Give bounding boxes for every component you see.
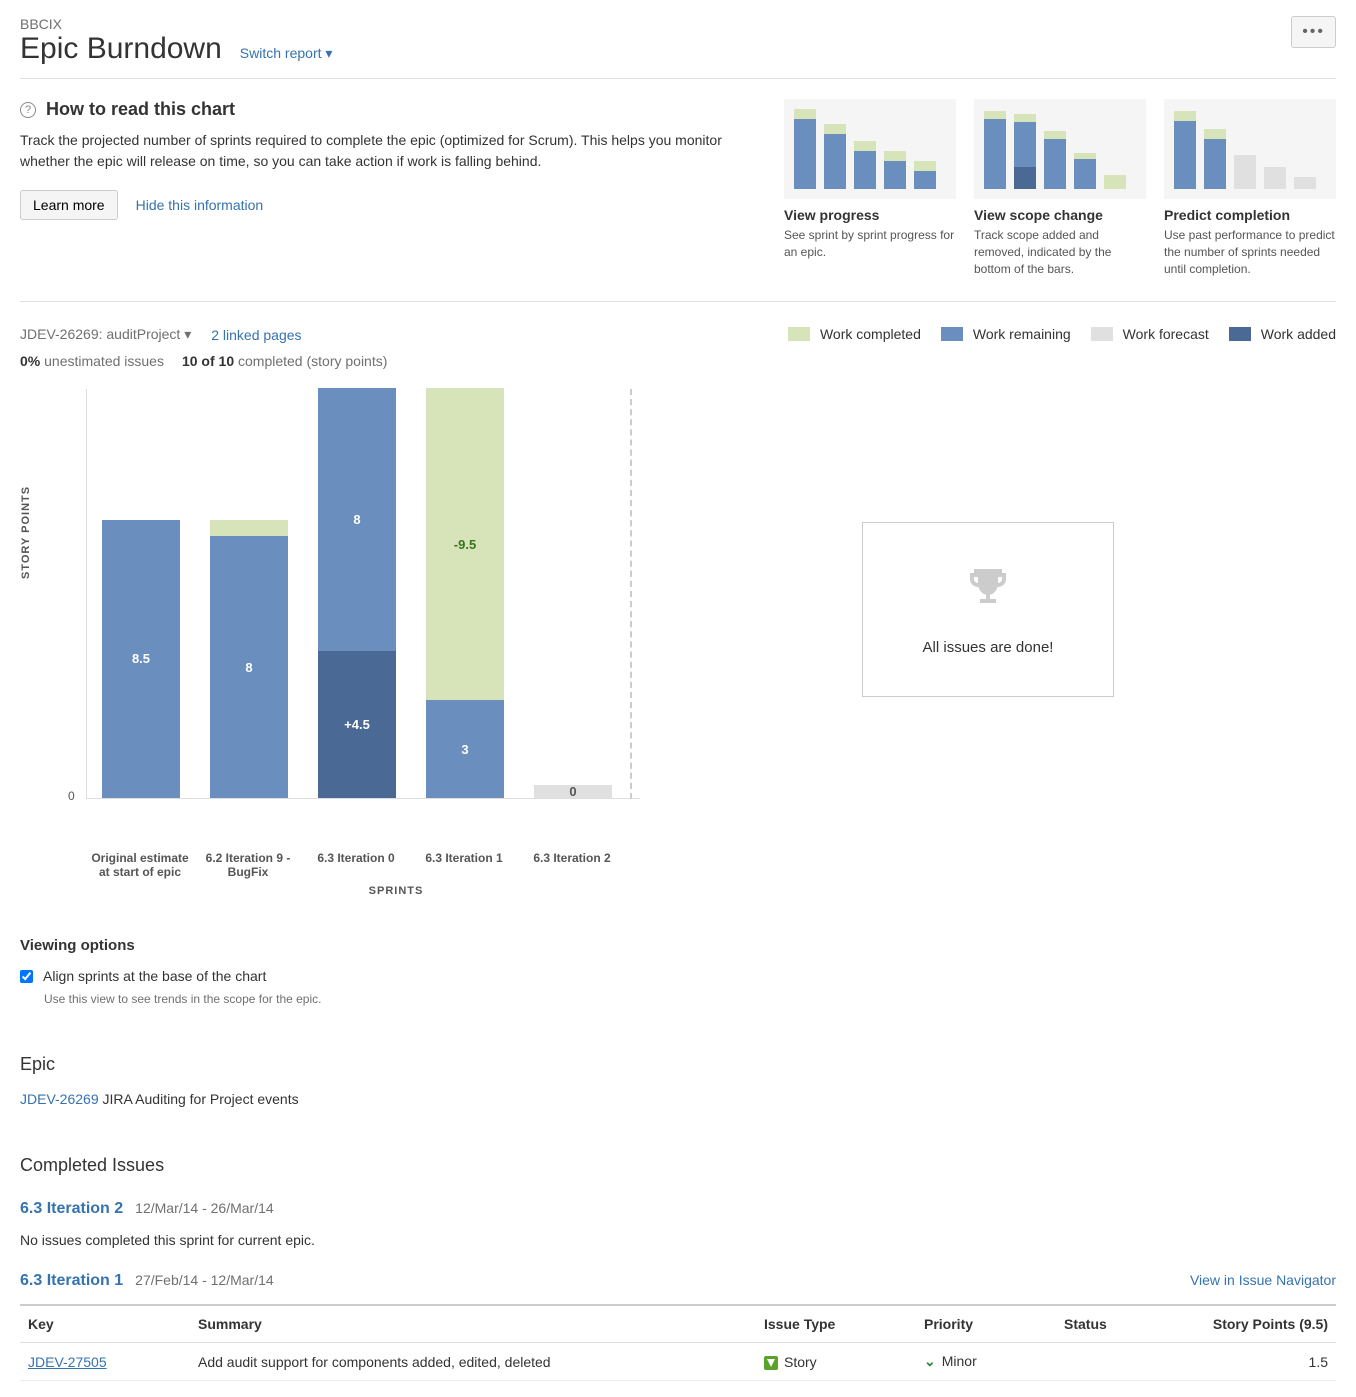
align-sprints-checkbox[interactable] [20, 970, 33, 983]
legend-label: Work forecast [1123, 326, 1209, 342]
chart-bar-segment-remaining: 3 [426, 700, 504, 798]
more-actions-button[interactable]: ••• [1291, 16, 1336, 48]
y-axis-label: STORY POINTS [20, 486, 32, 579]
legend-item-remaining: Work remaining [941, 326, 1071, 342]
chart-bar-segment-completed [210, 520, 288, 536]
issue-status [1056, 1343, 1166, 1381]
epic-summary: JIRA Auditing for Project events [103, 1091, 299, 1107]
epic-selector[interactable]: JDEV-26269: auditProject ▾ [20, 326, 191, 343]
thumb-chart [784, 99, 956, 199]
chart-bar-group: 8.5 [102, 520, 180, 799]
info-thumb-card: View scope change Track scope added and r… [974, 99, 1146, 277]
page-title: Epic Burndown [20, 32, 222, 66]
table-row: JDEV-27505 Add audit support for componen… [20, 1343, 1336, 1381]
project-label: BBCIX [20, 16, 332, 32]
issue-summary: Add audit support for components added, … [190, 1343, 756, 1381]
legend-swatch [1229, 327, 1251, 341]
align-sprints-help: Use this view to see trends in the scope… [44, 992, 1336, 1006]
thumb-title: Predict completion [1164, 207, 1336, 223]
thumb-title: View progress [784, 207, 956, 223]
done-box: All issues are done! [862, 522, 1115, 697]
switch-report-link[interactable]: Switch report ▾ [240, 45, 333, 62]
story-icon [764, 1356, 778, 1370]
x-axis-label: SPRINTS [86, 885, 706, 897]
thumb-desc: Track scope added and removed, indicated… [974, 227, 1146, 277]
thumb-chart [1164, 99, 1336, 199]
divider [20, 301, 1336, 302]
legend-swatch [941, 327, 963, 341]
x-axis-tick-label: 6.3 Iteration 2 [518, 851, 626, 879]
col-header-issue_type: Issue Type [756, 1305, 916, 1343]
done-message: All issues are done! [923, 639, 1054, 656]
col-header-summary: Summary [190, 1305, 756, 1343]
x-axis-tick-label: 6.3 Iteration 0 [302, 851, 410, 879]
y-axis-zero: 0 [68, 789, 75, 803]
legend-item-forecast: Work forecast [1091, 326, 1209, 342]
unestimated-label: unestimated issues [44, 353, 164, 369]
thumb-desc: See sprint by sprint progress for an epi… [784, 227, 956, 261]
legend-label: Work completed [820, 326, 921, 342]
linked-pages-link[interactable]: 2 linked pages [211, 327, 301, 343]
chart-bar-segment-added: +4.5 [318, 651, 396, 799]
sprint-name-link[interactable]: 6.3 Iteration 2 [20, 1200, 123, 1217]
completed-issues-title: Completed Issues [20, 1155, 1336, 1176]
chart-bar-segment-completed: -9.5 [426, 388, 504, 700]
sprint-dates: 12/Mar/14 - 26/Mar/14 [135, 1200, 274, 1216]
info-title: How to read this chart [46, 99, 235, 120]
viewing-options-title: Viewing options [20, 937, 1336, 954]
legend-swatch [1091, 327, 1113, 341]
learn-more-button[interactable]: Learn more [20, 190, 118, 220]
col-header-status: Status [1056, 1305, 1166, 1343]
x-axis-tick-label: Original estimate at start of epic [86, 851, 194, 879]
col-header-key: Key [20, 1305, 190, 1343]
col-header-priority: Priority [916, 1305, 1056, 1343]
issue-type: Story [756, 1343, 916, 1381]
align-sprints-label[interactable]: Align sprints at the base of the chart [43, 968, 266, 984]
completed-count: 10 of 10 [182, 353, 234, 369]
chart-bar-group: -9.53 [426, 388, 504, 798]
sprint-name-link[interactable]: 6.3 Iteration 1 [20, 1272, 123, 1289]
epic-key-link[interactable]: JDEV-26269 [20, 1091, 99, 1107]
chart-bar-segment-remaining: 8 [210, 536, 288, 798]
completed-label: completed (story points) [238, 353, 387, 369]
issues-table: KeySummaryIssue TypePriorityStatusStory … [20, 1304, 1336, 1381]
divider [20, 78, 1336, 79]
legend-swatch [788, 327, 810, 341]
thumb-title: View scope change [974, 207, 1146, 223]
col-header-points: Story Points (9.5) [1166, 1305, 1336, 1343]
x-axis-tick-label: 6.2 Iteration 9 - BugFix [194, 851, 302, 879]
no-issues-message: No issues completed this sprint for curr… [20, 1232, 1336, 1248]
legend-label: Work remaining [973, 326, 1071, 342]
issue-priority: ⌄Minor [916, 1343, 1056, 1381]
chart-divider [630, 389, 632, 799]
legend-item-added: Work added [1229, 326, 1336, 342]
sprint-dates: 27/Feb/14 - 12/Mar/14 [135, 1272, 274, 1288]
chart-bar-segment-remaining: 8.5 [102, 520, 180, 799]
info-thumb-card: View progress See sprint by sprint progre… [784, 99, 956, 277]
chart-bar-segment-remaining: 8 [318, 388, 396, 650]
epic-section-title: Epic [20, 1054, 1336, 1075]
issue-points: 1.5 [1166, 1343, 1336, 1381]
info-description: Track the projected number of sprints re… [20, 130, 740, 172]
chart-bar-group: 8+4.5 [318, 388, 396, 798]
chart-bar-segment-forecast: 0 [534, 785, 612, 798]
trophy-icon [923, 563, 1054, 621]
view-in-navigator-link[interactable]: View in Issue Navigator [1190, 1272, 1336, 1288]
legend-item-completed: Work completed [788, 326, 921, 342]
chart-bar-group: 0 [534, 785, 612, 798]
unestimated-percent: 0% [20, 353, 40, 369]
legend-label: Work added [1261, 326, 1336, 342]
chart-bar-group: 8 [210, 520, 288, 799]
help-icon: ? [20, 102, 36, 118]
thumb-desc: Use past performance to predict the numb… [1164, 227, 1336, 277]
info-thumb-card: Predict completion Use past performance t… [1164, 99, 1336, 277]
thumb-chart [974, 99, 1146, 199]
hide-info-link[interactable]: Hide this information [136, 197, 264, 213]
x-axis-tick-label: 6.3 Iteration 1 [410, 851, 518, 879]
issue-key-link[interactable]: JDEV-27505 [28, 1354, 107, 1370]
